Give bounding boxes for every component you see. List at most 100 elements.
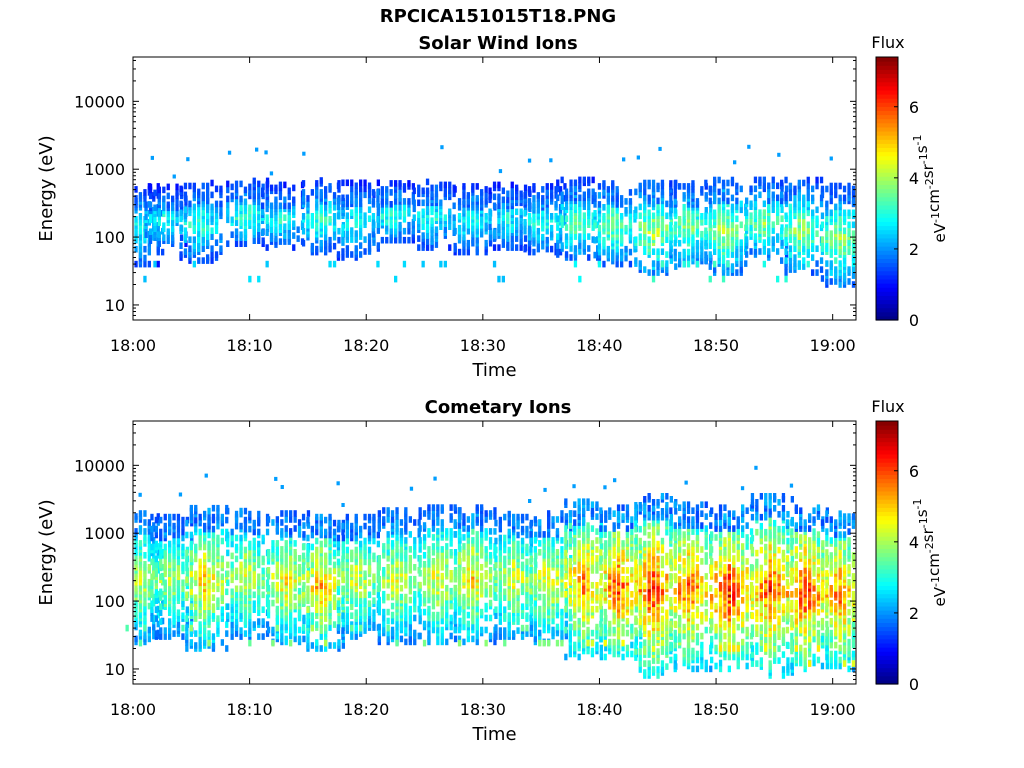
heat-cell: [767, 236, 771, 243]
colorbar-band: [876, 57, 898, 62]
heat-cell: [292, 196, 296, 204]
heat-cell: [134, 195, 138, 202]
heat-cell: [399, 561, 404, 568]
heat-cell: [289, 555, 293, 562]
heat-cell: [289, 528, 293, 535]
heat-cell: [475, 183, 479, 190]
heat-cell: [651, 248, 656, 255]
heat-cell: [398, 195, 402, 202]
heat-cell: [275, 567, 279, 574]
colorbar-tick-label: 0: [909, 311, 919, 330]
heat-cell: [488, 632, 493, 640]
heat-cell: [669, 222, 673, 229]
heat-cell: [147, 260, 151, 268]
heat-cell: [480, 584, 484, 592]
heat-cell: [471, 195, 475, 202]
heat-cell: [367, 191, 372, 199]
heat-cell: [399, 584, 404, 592]
heat-cell: [315, 213, 319, 220]
heat-cell: [252, 177, 256, 185]
heat-cell: [350, 209, 354, 216]
heat-cell: [239, 507, 243, 515]
heat-cell: [210, 191, 214, 199]
heat-cell: [207, 639, 211, 647]
heat-cell: [498, 169, 503, 174]
heat-cell: [216, 585, 220, 593]
heat-cell: [239, 231, 243, 238]
heat-cell: [431, 519, 436, 526]
heat-cell: [407, 236, 411, 244]
heat-cell: [147, 564, 151, 571]
colorbar-band: [876, 254, 898, 259]
heat-cell: [762, 182, 766, 190]
colorbar-band: [876, 65, 898, 70]
heat-cell: [185, 519, 189, 527]
heat-cell: [150, 600, 154, 607]
heat-cell: [266, 549, 271, 556]
heat-cell: [181, 591, 185, 599]
heat-cell: [545, 227, 549, 235]
heat-cell: [161, 248, 165, 256]
heat-cell: [421, 260, 425, 268]
heat-cell: [230, 633, 234, 640]
heat-cell: [252, 564, 256, 572]
heat-cell: [624, 207, 628, 214]
heat-cell: [201, 182, 205, 190]
heat-cell: [597, 201, 602, 208]
heat-cell: [412, 205, 416, 213]
heat-cell: [556, 179, 560, 187]
heat-cell: [189, 540, 193, 548]
heat-cell: [284, 516, 288, 523]
heat-cell: [726, 269, 730, 276]
heat-cell: [704, 218, 708, 226]
heat-cell: [162, 234, 166, 241]
heat-cell: [156, 605, 160, 613]
heat-cell: [301, 564, 306, 572]
heat-cell: [407, 198, 411, 205]
heat-cell: [367, 215, 372, 222]
heat-cell: [156, 183, 160, 190]
heat-cell: [143, 534, 147, 541]
heat-cell: [310, 531, 314, 539]
heat-cell: [536, 207, 540, 214]
heat-cell: [341, 642, 345, 649]
heat-cell: [332, 219, 337, 226]
heat-cell: [324, 516, 328, 524]
heat-cell: [183, 191, 188, 199]
heat-cell: [376, 591, 380, 599]
heat-cell: [181, 534, 185, 542]
heat-cell: [230, 216, 234, 224]
heat-cell: [306, 594, 310, 601]
heat-cell: [257, 618, 261, 625]
heat-cell: [678, 251, 682, 259]
heat-cell: [634, 206, 638, 214]
heat-cell: [541, 186, 545, 193]
heat-cell: [234, 618, 239, 625]
heat-cell: [417, 519, 421, 526]
heat-cell: [563, 183, 567, 190]
heat-cell: [596, 236, 600, 243]
colorbar-band: [876, 217, 898, 222]
heat-cell: [665, 236, 669, 243]
heat-cell: [519, 208, 523, 216]
heat-cell: [371, 219, 376, 226]
heat-cell: [638, 182, 642, 190]
heat-cell: [457, 584, 462, 592]
heat-cell: [462, 611, 466, 619]
heat-cell: [341, 585, 345, 593]
heat-cell: [829, 182, 833, 190]
heat-cell: [296, 226, 300, 233]
heat-cell: [682, 260, 686, 268]
heat-cell: [172, 513, 176, 521]
heat-cell: [138, 192, 143, 199]
heat-cell: [431, 543, 436, 550]
heat-cell: [825, 278, 829, 285]
heat-cell: [234, 210, 239, 218]
heat-cell: [851, 197, 856, 205]
heat-cell: [148, 192, 153, 200]
heat-cell: [634, 188, 638, 196]
heat-cell: [359, 606, 363, 613]
heat-cell: [183, 182, 188, 190]
heat-cell: [315, 558, 319, 566]
heat-cell: [633, 216, 637, 223]
